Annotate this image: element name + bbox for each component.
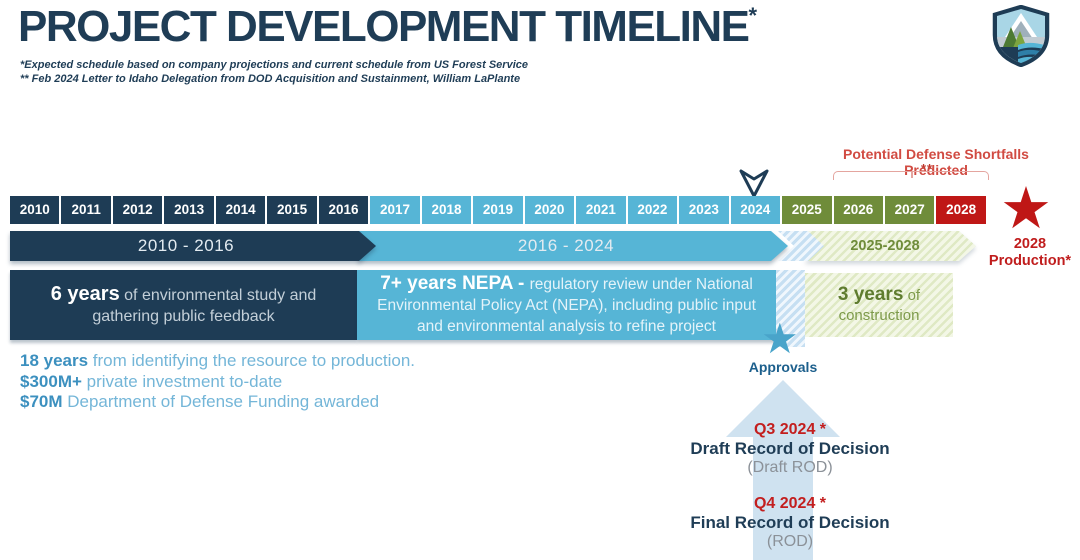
stat-line-0: 18 years from identifying the resource t… xyxy=(20,351,415,372)
stat-rest-0: from identifying the resource to product… xyxy=(92,351,416,370)
milestone-date-0: Q3 2024 * xyxy=(753,421,827,438)
approvals-star-icon: ★ xyxy=(761,315,799,362)
milestone-title-1: Final Record of Decision xyxy=(690,513,890,532)
phase-arrow-2010-2016: 2010 - 2016 xyxy=(10,231,376,261)
stat-line-2: $70M Department of Defense Funding award… xyxy=(20,392,415,413)
year-cell-2019: 2019 xyxy=(473,196,523,224)
block-environmental-study-lead: 6 years xyxy=(50,282,120,305)
stat-rest-1: private investment to-date xyxy=(86,371,283,391)
block-construction-text: 3 years of construction xyxy=(805,283,953,326)
milestone-sub-0: (Draft ROD) xyxy=(747,459,833,476)
stat-lead-1: $300M+ xyxy=(20,371,87,391)
milestone-0: Q3 2024 * Draft Record of Decision (Draft … xyxy=(690,420,890,477)
page-title-text: PROJECT DEVELOPMENT TIMELINE xyxy=(18,2,750,51)
block-nepa-text: 7+ years NEPA - regulatory review under … xyxy=(357,273,776,337)
year-cell-2018: 2018 xyxy=(421,196,472,224)
year-cell-2013: 2013 xyxy=(164,196,214,224)
production-label: 2028 Production* xyxy=(984,236,1076,270)
year-cell-2011: 2011 xyxy=(61,196,111,224)
page-title: PROJECT DEVELOPMENT TIMELINE* xyxy=(18,2,758,52)
milestone-arrow-shaft xyxy=(753,436,813,560)
year-cell-2014: 2014 xyxy=(215,196,266,224)
phase-arrow-2025-2028: 2025-2028 xyxy=(804,231,976,261)
block-construction: 3 years of construction xyxy=(805,273,953,337)
year-cell-2010: 2010 xyxy=(10,196,60,224)
stat-lead-2: $70M xyxy=(20,392,68,411)
year-cell-2015: 2015 xyxy=(267,196,317,224)
block-nepa-rest: regulatory review under National Environ… xyxy=(377,276,756,335)
stats-list: 18 years from identifying the resource t… xyxy=(20,351,415,413)
milestone-1: Q4 2024 * Final Record of Decision (ROD) xyxy=(690,494,890,551)
stat-lead-0: 18 years xyxy=(20,351,93,370)
year-cell-2027: 2027 xyxy=(884,196,935,224)
phase-label-2010-2016: 2010 - 2016 xyxy=(137,236,235,255)
year-cell-2023: 2023 xyxy=(679,196,729,224)
milestone-sub-1: (ROD) xyxy=(766,533,814,550)
title-asterisk: * xyxy=(748,3,758,28)
footnote-2: ** Feb 2024 Letter to Idaho Delegation f… xyxy=(20,73,521,85)
block-nepa: 7+ years NEPA - regulatory review under … xyxy=(357,270,776,340)
shortfall-bracket xyxy=(833,171,989,180)
year-cell-2025: 2025 xyxy=(782,196,832,224)
block-environmental-study-text: 6 years of environmental study and gathe… xyxy=(10,282,357,327)
year-row: 2010 2011 2012 2013 2014 2015 2016 2017 2018 2019… xyxy=(10,196,986,224)
stat-line-1: $300M+ private investment to-date xyxy=(20,372,415,393)
chevron-down-icon xyxy=(739,169,769,198)
milestone-title-0: Draft Record of Decision xyxy=(690,439,890,458)
year-cell-2017: 2017 xyxy=(370,196,420,224)
shortfall-note: ** xyxy=(920,161,934,176)
milestones-list: Q3 2024 * Draft Record of Decision (Draft … xyxy=(690,420,890,560)
milestone-arrow-head xyxy=(726,380,840,437)
year-cell-2026: 2026 xyxy=(833,196,883,224)
year-cell-2012: 2012 xyxy=(112,196,163,224)
year-cell-2020: 2020 xyxy=(524,196,575,224)
block-construction-lead: 3 years xyxy=(837,283,904,305)
phase-label-2016-2024: 2016 - 2024 xyxy=(517,236,615,255)
year-cell-2022: 2022 xyxy=(627,196,678,224)
mountain-shield-logo-icon xyxy=(992,5,1050,67)
shortfall-label: Potential Defense Shortfalls Predicted xyxy=(843,146,1029,178)
block-environmental-study-rest: of environmental study and gathering pub… xyxy=(92,286,317,325)
block-nepa-lead: 7+ years NEPA - xyxy=(380,273,530,294)
year-cell-2021: 2021 xyxy=(576,196,626,224)
production-year: 2028 xyxy=(1013,236,1047,252)
year-cell-2028: 2028 xyxy=(936,196,986,224)
approvals-hatch-strip xyxy=(776,270,805,347)
stat-rest-2: Department of Defense Funding awarded xyxy=(67,392,380,411)
block-environmental-study: 6 years of environmental study and gathe… xyxy=(10,270,357,340)
milestone-date-1: Q4 2024 * xyxy=(753,495,827,512)
phase-label-2025-2028: 2025-2028 xyxy=(850,238,920,254)
production-star-icon: ★ xyxy=(1000,176,1052,241)
year-cell-2016: 2016 xyxy=(318,196,369,224)
year-cell-2024: 2024 xyxy=(730,196,781,224)
block-construction-rest: of construction xyxy=(838,286,921,324)
footnotes: *Expected schedule based on company proj… xyxy=(20,58,528,86)
approvals-label: Approvals xyxy=(748,359,818,375)
footnote-1: *Expected schedule based on company proj… xyxy=(20,59,528,71)
phase-arrow-2016-2024: 2016 - 2024 xyxy=(358,231,788,261)
production-word: Production* xyxy=(988,253,1072,269)
